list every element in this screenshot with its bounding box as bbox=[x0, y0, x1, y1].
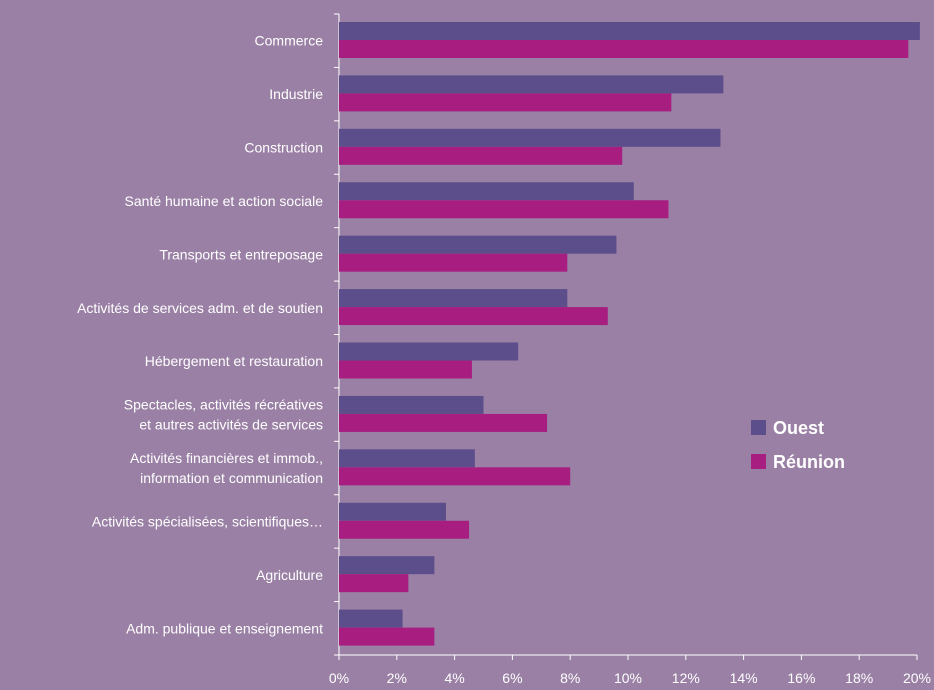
category-label: Transports et entreposage bbox=[159, 246, 323, 262]
category-label: Adm. publique et enseignement bbox=[126, 620, 323, 636]
legend-swatch bbox=[751, 420, 766, 435]
x-tick-label: 16% bbox=[787, 670, 815, 686]
legend: Ouest Réunion bbox=[751, 418, 845, 472]
bar-ouest bbox=[339, 235, 617, 254]
bar-r-union bbox=[339, 574, 409, 593]
bar-ouest bbox=[339, 609, 403, 628]
bars bbox=[339, 22, 920, 646]
category-label: Activités financières et immob., informat… bbox=[130, 450, 323, 486]
legend-label: Ouest bbox=[773, 418, 824, 438]
bar-ouest bbox=[339, 128, 721, 147]
category-label: Industrie bbox=[269, 86, 323, 102]
x-tick-labels: 0% 2% 4% 6% 8% 10% 12% 14% 16% 18% 20% bbox=[329, 670, 931, 686]
bar-ouest bbox=[339, 395, 484, 414]
category-label: Santé humaine et action sociale bbox=[125, 193, 324, 209]
category-label: Construction bbox=[244, 140, 323, 156]
bar-ouest bbox=[339, 75, 724, 94]
category-label: Activités spécialisées, scientifiques… bbox=[92, 513, 323, 529]
bar-r-union bbox=[339, 93, 672, 112]
bar-r-union bbox=[339, 413, 548, 432]
bar-ouest bbox=[339, 182, 634, 201]
bar-r-union bbox=[339, 253, 568, 272]
x-tick-label: 20% bbox=[903, 670, 931, 686]
x-tick-label: 2% bbox=[387, 670, 407, 686]
bar-ouest bbox=[339, 22, 920, 40]
bar-r-union bbox=[339, 627, 435, 646]
x-tick-label: 4% bbox=[444, 670, 464, 686]
bar-r-union bbox=[339, 360, 472, 379]
category-label: Agriculture bbox=[256, 567, 323, 583]
category-labels: Commerce Industrie Construction Santé humai… bbox=[77, 33, 323, 637]
x-tick-label: 0% bbox=[329, 670, 349, 686]
x-tick-label: 8% bbox=[560, 670, 580, 686]
bar-ouest bbox=[339, 449, 475, 468]
category-label: Commerce bbox=[255, 33, 324, 49]
legend-label: Réunion bbox=[773, 452, 845, 472]
bar-ouest bbox=[339, 289, 568, 308]
bar-r-union bbox=[339, 40, 909, 58]
x-tick-label: 6% bbox=[502, 670, 522, 686]
bar-r-union bbox=[339, 307, 608, 326]
bar-ouest bbox=[339, 556, 435, 575]
bar-r-union bbox=[339, 146, 623, 165]
x-tick-label: 18% bbox=[845, 670, 873, 686]
bar-ouest bbox=[339, 342, 519, 361]
x-tick-label: 12% bbox=[672, 670, 700, 686]
x-tick-label: 10% bbox=[614, 670, 642, 686]
category-label: Hébergement et restauration bbox=[145, 353, 323, 369]
bar-ouest bbox=[339, 502, 446, 521]
x-tick-label: 14% bbox=[730, 670, 758, 686]
bar-r-union bbox=[339, 520, 470, 539]
bar-r-union bbox=[339, 200, 669, 219]
axes bbox=[334, 13, 918, 660]
category-label: Activités de services adm. et de soutien bbox=[77, 300, 323, 316]
bar-r-union bbox=[339, 467, 571, 486]
category-label: Spectacles, activités récréatives et autr… bbox=[124, 397, 323, 433]
legend-swatch bbox=[751, 454, 766, 469]
